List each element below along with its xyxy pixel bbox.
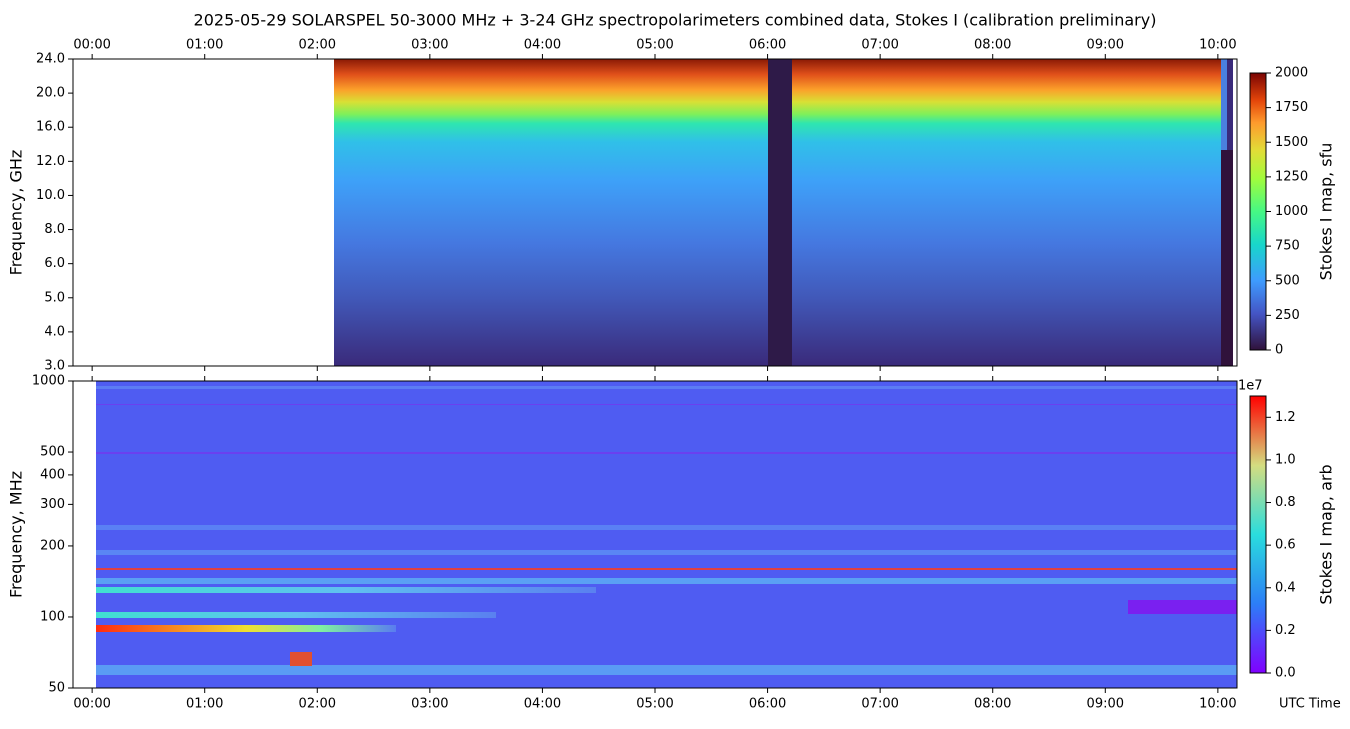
- colorbar-label: Stokes I map, arb: [1317, 464, 1336, 604]
- y-tick-label: 200: [40, 538, 65, 553]
- chart-title: 2025-05-29 SOLARSPEL 50-3000 MHz + 3-24 …: [194, 11, 1157, 30]
- colorbar-tick-label: 250: [1275, 308, 1300, 323]
- colorbar-tick-label: 1500: [1275, 135, 1308, 150]
- y-tick-label: 50: [48, 681, 65, 696]
- colorbar: [1249, 395, 1267, 674]
- colorbar-tick-label: 0.2: [1275, 623, 1296, 638]
- y-tick-label: 4.0: [44, 324, 65, 339]
- y-tick-label: 500: [40, 445, 65, 460]
- colorbar-tick-label: 0: [1275, 343, 1283, 358]
- colorbar-tick-label: 500: [1275, 273, 1300, 288]
- x-tick-label: 05:00: [636, 38, 673, 53]
- colorbar-tick-label: 0.8: [1275, 495, 1296, 510]
- y-axis-label: Frequency, GHz: [7, 150, 26, 276]
- x-tick-label: 03:00: [411, 697, 448, 712]
- y-tick-label: 16.0: [36, 120, 65, 135]
- colorbar-tick-label: 1.2: [1275, 410, 1296, 425]
- x-tick-label: 03:00: [411, 38, 448, 53]
- y-tick-label: 10.0: [36, 188, 65, 203]
- x-tick-label: 09:00: [1087, 697, 1124, 712]
- colorbar-tick-label: 0.4: [1275, 580, 1296, 595]
- x-tick-label: 06:00: [749, 697, 786, 712]
- colorbar-tick-label: 0.6: [1275, 538, 1296, 553]
- x-tick-label: 07:00: [861, 38, 898, 53]
- x-tick-label: 04:00: [524, 38, 561, 53]
- x-tick-label: 09:00: [1087, 38, 1124, 53]
- x-tick-label: 08:00: [974, 697, 1011, 712]
- colorbar-offset: 1e7: [1238, 379, 1263, 394]
- colorbar-label: Stokes I map, sfu: [1317, 143, 1336, 281]
- y-axis-label: Frequency, MHz: [7, 471, 26, 598]
- y-tick-label: 12.0: [36, 154, 65, 169]
- y-tick-label: 300: [40, 497, 65, 512]
- x-tick-label: 05:00: [636, 697, 673, 712]
- y-tick-label: 24.0: [36, 52, 65, 67]
- spectrogram-image: [334, 59, 1233, 366]
- colorbar-tick-label: 1.0: [1275, 452, 1296, 467]
- x-tick-label: 02:00: [299, 38, 336, 53]
- colorbar-tick-label: 2000: [1275, 66, 1308, 81]
- x-tick-label: 07:00: [861, 697, 898, 712]
- y-tick-label: 20.0: [36, 86, 65, 101]
- y-tick-label: 100: [40, 609, 65, 624]
- x-tick-label: 00:00: [73, 697, 110, 712]
- y-tick-label: 400: [40, 467, 65, 482]
- x-tick-label: 10:00: [1199, 697, 1236, 712]
- x-tick-label: 02:00: [299, 697, 336, 712]
- y-tick-label: 8.0: [44, 222, 65, 237]
- y-tick-label: 6.0: [44, 256, 65, 271]
- x-tick-label: 01:00: [186, 697, 223, 712]
- x-tick-label: 06:00: [749, 38, 786, 53]
- colorbar-tick-label: 0.0: [1275, 666, 1296, 681]
- x-tick-label: 00:00: [73, 38, 110, 53]
- colorbar: [1249, 72, 1267, 351]
- colorbar-tick-label: 750: [1275, 239, 1300, 254]
- colorbar-tick-label: 1250: [1275, 169, 1308, 184]
- x-axis-label: UTC Time: [1279, 697, 1341, 712]
- y-tick-label: 3.0: [44, 359, 65, 374]
- x-tick-label: 01:00: [186, 38, 223, 53]
- x-tick-label: 10:00: [1199, 38, 1236, 53]
- spectrogram-image: [96, 381, 1237, 688]
- colorbar-tick-label: 1750: [1275, 100, 1308, 115]
- x-tick-label: 08:00: [974, 38, 1011, 53]
- y-tick-label: 5.0: [44, 290, 65, 305]
- colorbar-tick-label: 1000: [1275, 204, 1308, 219]
- y-tick-label: 1000: [32, 374, 65, 389]
- x-tick-label: 04:00: [524, 697, 561, 712]
